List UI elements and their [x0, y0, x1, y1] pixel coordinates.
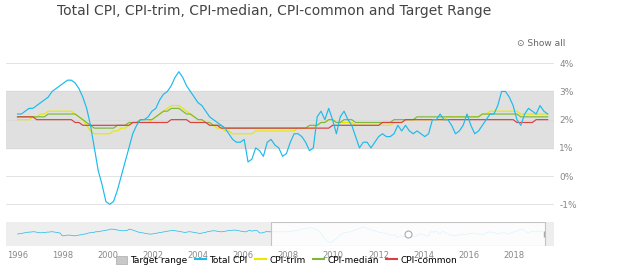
Bar — [6, 91, 554, 148]
Legend: Target range, Total CPI, CPI-trim, CPI-median, CPI-common: Target range, Total CPI, CPI-trim, CPI-m… — [112, 252, 461, 268]
Text: Total CPI, CPI-trim, CPI-median, CPI-common and Target Range: Total CPI, CPI-trim, CPI-median, CPI-com… — [57, 4, 492, 18]
Bar — [272, 222, 546, 246]
Text: ⊙ Show all: ⊙ Show all — [517, 39, 566, 48]
